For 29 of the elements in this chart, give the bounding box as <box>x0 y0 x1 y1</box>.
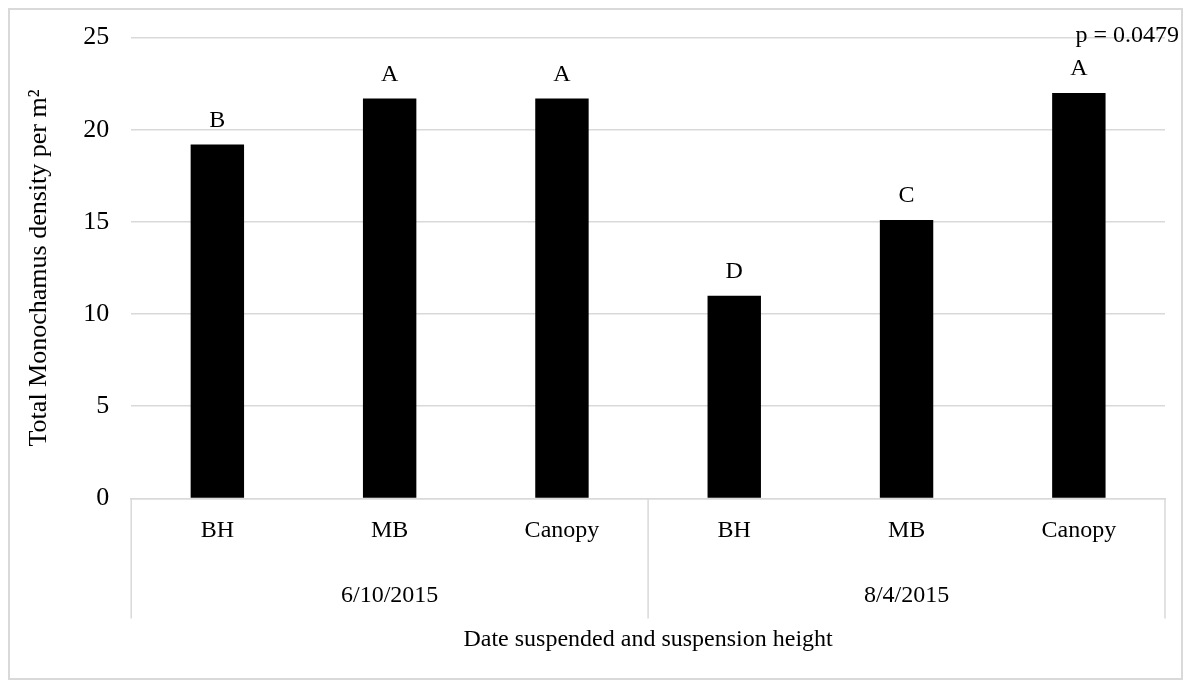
x-tick-label: MB <box>370 516 409 543</box>
y-tick-label: 10 <box>83 297 110 327</box>
bar <box>535 98 589 498</box>
x-tick-label: Canopy <box>524 516 600 543</box>
text: 8/4/2015 <box>863 580 950 607</box>
bar <box>707 295 761 498</box>
bar <box>1052 92 1106 498</box>
text: 6/10/2015 <box>340 580 439 607</box>
y-tick-label: 25 <box>83 21 110 51</box>
data-label: A <box>553 59 572 86</box>
bar <box>879 220 934 498</box>
bar <box>362 98 417 498</box>
x-axis-title: Date suspended and suspension height <box>463 624 834 651</box>
y-axis-title: Total Monochamus density per m² <box>23 89 53 447</box>
annotation: p = 0.0479 <box>1075 20 1179 47</box>
bar <box>190 144 245 498</box>
data-label: D <box>725 256 743 283</box>
x-tick-label: MB <box>887 516 926 543</box>
data-label: A <box>380 59 399 86</box>
data-label: A <box>1070 54 1089 81</box>
y-tick-label: 5 <box>96 390 110 420</box>
data-label: B <box>209 105 226 132</box>
y-tick-label: 0 <box>96 482 110 512</box>
x-tick-label: Canopy <box>1041 516 1117 543</box>
y-tick-label: 20 <box>83 113 110 143</box>
data-label: C <box>898 181 915 208</box>
x-tick-label: BH <box>200 516 235 543</box>
y-tick-label: 15 <box>83 205 110 235</box>
x-tick-label: BH <box>717 516 751 543</box>
